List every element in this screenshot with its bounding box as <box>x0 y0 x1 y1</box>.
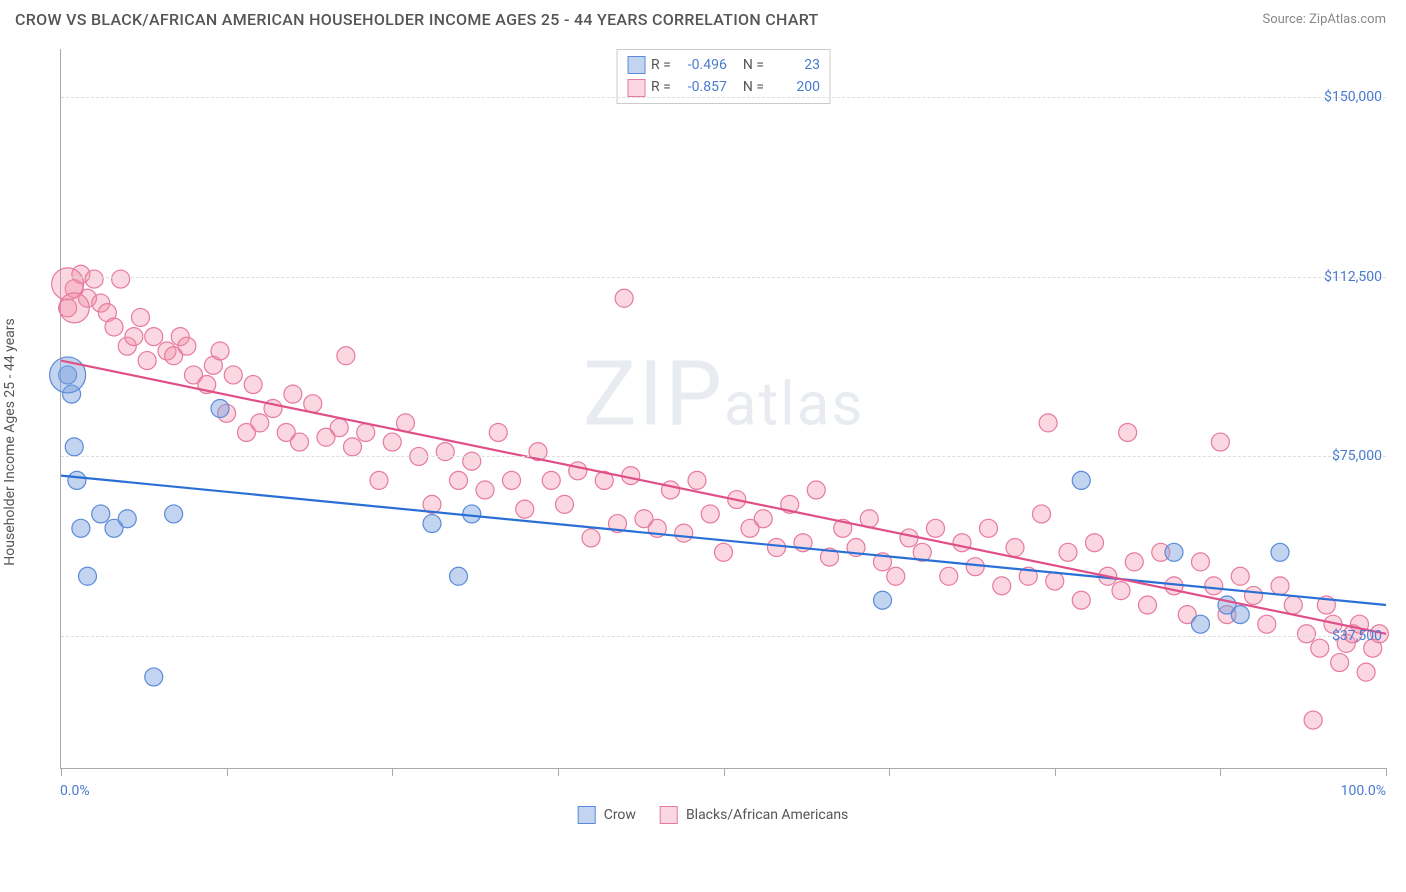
x-min-label: 0.0% <box>60 783 90 799</box>
x-max-label: 100.0% <box>1341 783 1386 799</box>
plot-area: ZIPatlas R = -0.496 N = 23 R = -0.857 N … <box>60 49 1386 769</box>
swatch-black-legend <box>660 806 678 824</box>
y-tick-label: $112,500 <box>1324 269 1382 285</box>
stat-n-label: N = <box>743 54 764 76</box>
chart-title: CROW VS BLACK/AFRICAN AMERICAN HOUSEHOLD… <box>15 10 819 29</box>
stat-n-crow: 23 <box>770 54 820 76</box>
source-label: Source: ZipAtlas.com <box>1262 12 1386 27</box>
legend-item-black: Blacks/African Americans <box>660 806 848 824</box>
swatch-crow-legend <box>578 806 596 824</box>
legend-label-black: Blacks/African Americans <box>686 807 848 823</box>
y-tick-label: $37,500 <box>1332 628 1382 644</box>
stat-r-black: -0.857 <box>677 76 727 98</box>
stat-n-black: 200 <box>770 76 820 98</box>
swatch-crow <box>627 56 645 74</box>
stat-r-label2: R = <box>651 76 671 98</box>
chart-container: Householder Income Ages 25 - 44 years ZI… <box>40 39 1386 829</box>
stats-box: R = -0.496 N = 23 R = -0.857 N = 200 <box>616 49 831 104</box>
legend-item-crow: Crow <box>578 806 636 824</box>
y-tick-label: $150,000 <box>1324 89 1382 105</box>
stats-row-black: R = -0.857 N = 200 <box>627 76 820 98</box>
legend: Crow Blacks/African Americans <box>578 806 849 824</box>
y-axis-label: Householder Income Ages 25 - 44 years <box>2 318 18 565</box>
plot-svg <box>61 49 1386 768</box>
stat-r-crow: -0.496 <box>677 54 727 76</box>
legend-label-crow: Crow <box>604 807 636 823</box>
x-axis-labels: 0.0% 100.0% <box>60 779 1386 799</box>
stats-row-crow: R = -0.496 N = 23 <box>627 54 820 76</box>
swatch-black <box>627 79 645 97</box>
stat-n-label2: N = <box>743 76 764 98</box>
y-tick-label: $75,000 <box>1332 448 1382 464</box>
stat-r-label: R = <box>651 54 671 76</box>
